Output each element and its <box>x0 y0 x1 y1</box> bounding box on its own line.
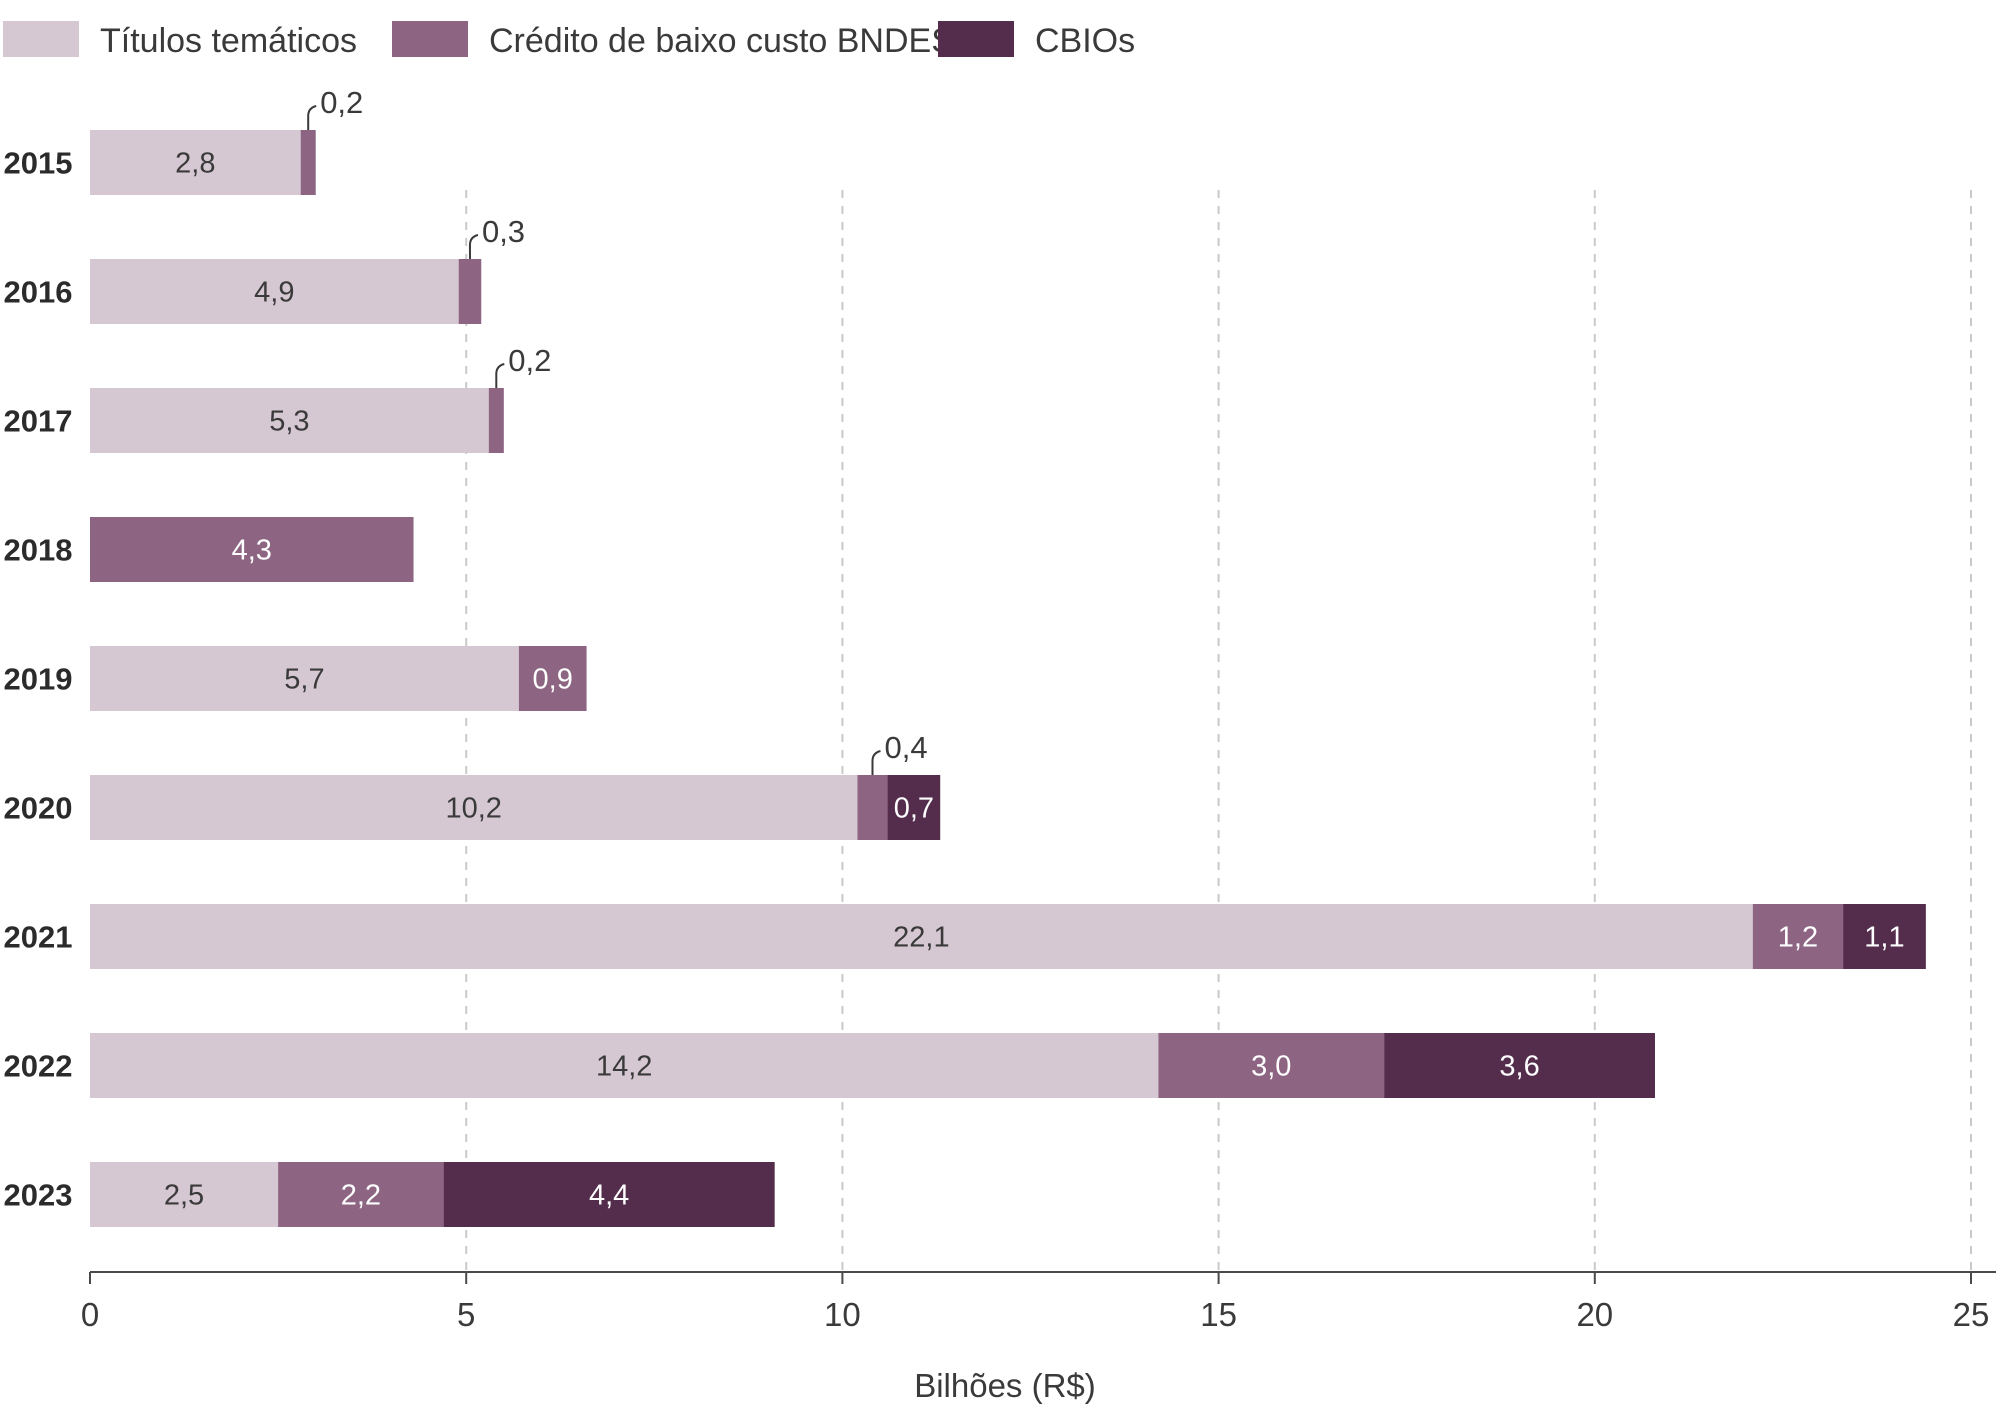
bar-2022-series-1 <box>90 1033 1159 1098</box>
bar-2023-series-2 <box>278 1162 444 1227</box>
callout-line-2017 <box>495 363 505 388</box>
legend-swatch-1 <box>3 21 79 57</box>
bars: 2,8 0,2 4,9 0,3 5,3 0,2 4,3 5,7 0,9 10,2 0,4 0,7 22,… <box>90 85 1926 1227</box>
data-label-2017-series-1: 5,3 <box>269 406 309 438</box>
legend-swatch-2 <box>392 21 468 57</box>
x-tick-label-15: 15 <box>1200 1296 1237 1333</box>
bar-2021-series-3 <box>1843 904 1926 969</box>
data-label-2022-series-2: 3,0 <box>1251 1051 1291 1083</box>
bar-group-2023: 2,5 2,2 4,4 <box>90 1162 775 1227</box>
bar-2017-series-1 <box>90 388 489 453</box>
x-tick-label-0: 0 <box>81 1296 99 1333</box>
bar-2022-series-3 <box>1384 1033 1655 1098</box>
data-label-2020-series-1: 10,2 <box>445 793 501 825</box>
category-labels: 2015 2016 2017 2018 2019 2020 2021 2022 2023 <box>4 146 73 1213</box>
bar-2016-series-2 <box>458 259 482 324</box>
bar-2015-series-2 <box>300 130 316 195</box>
bar-2020-series-2 <box>857 775 888 840</box>
bar-group-2020: 10,2 0,4 0,7 <box>90 730 941 840</box>
category-label-2021: 2021 <box>4 920 73 955</box>
data-label-2020-series-2: 0,4 <box>884 730 927 765</box>
grid-lines <box>465 190 1972 1272</box>
data-label-2015-series-1: 2,8 <box>175 148 215 180</box>
data-label-2018-series-2: 4,3 <box>232 535 272 567</box>
bar-group-2022: 14,2 3,0 3,6 <box>90 1033 1655 1098</box>
data-label-2017-series-2: 0,2 <box>508 343 551 378</box>
x-tick-label-5: 5 <box>457 1296 475 1333</box>
bar-2017-series-2 <box>488 388 504 453</box>
bar-2021-series-1 <box>90 904 1753 969</box>
category-label-2020: 2020 <box>4 791 73 826</box>
category-label-2023: 2023 <box>4 1178 73 1213</box>
callout-line-2020 <box>871 750 881 775</box>
bar-2020-series-3 <box>887 775 941 840</box>
data-label-2016-series-1: 4,9 <box>254 277 294 309</box>
data-label-2023-series-1: 2,5 <box>164 1180 204 1212</box>
data-label-2015-series-2: 0,2 <box>320 85 363 120</box>
legend-swatch-3 <box>938 21 1014 57</box>
bar-group-2018: 4,3 <box>90 517 414 582</box>
x-tick-label-25: 25 <box>1953 1296 1990 1333</box>
category-label-2019: 2019 <box>4 662 73 697</box>
data-label-2023-series-3: 4,4 <box>589 1180 629 1212</box>
bar-group-2015: 2,8 0,2 <box>90 85 363 195</box>
bar-group-2017: 5,3 0,2 <box>90 343 551 453</box>
x-tick-label-20: 20 <box>1576 1296 1613 1333</box>
legend: Títulos temáticos Crédito de baixo custo … <box>3 21 1135 60</box>
data-label-2022-series-1: 14,2 <box>596 1051 652 1083</box>
category-label-2022: 2022 <box>4 1049 73 1084</box>
bar-2021-series-2 <box>1752 904 1844 969</box>
data-label-2016-series-2: 0,3 <box>482 214 525 249</box>
bar-2015-series-1 <box>90 130 301 195</box>
bar-2022-series-2 <box>1158 1033 1385 1098</box>
category-label-2016: 2016 <box>4 275 73 310</box>
bar-2019-series-2 <box>518 646 587 711</box>
data-label-2021-series-1: 22,1 <box>893 922 949 954</box>
legend-label-3: CBIOs <box>1035 22 1135 60</box>
data-label-2021-series-3: 1,1 <box>1864 922 1904 954</box>
data-label-2019-series-2: 0,9 <box>533 664 573 696</box>
callout-line-2016 <box>468 234 479 259</box>
x-axis: 0 5 10 15 20 25 <box>81 1271 1996 1333</box>
data-label-2020-series-3: 0,7 <box>894 793 934 825</box>
bar-2020-series-1 <box>90 775 858 840</box>
bar-2023-series-1 <box>90 1162 279 1227</box>
x-tick-label-10: 10 <box>824 1296 861 1333</box>
x-axis-title: Bilhões (R$) <box>914 1367 1096 1404</box>
category-label-2017: 2017 <box>4 404 73 439</box>
category-label-2018: 2018 <box>4 533 73 568</box>
bar-group-2021: 22,1 1,2 1,1 <box>90 904 1926 969</box>
bar-group-2019: 5,7 0,9 <box>90 646 587 711</box>
data-label-2023-series-2: 2,2 <box>341 1180 381 1212</box>
bar-2016-series-1 <box>90 259 459 324</box>
bar-2018-series-2 <box>90 517 414 582</box>
bar-2019-series-1 <box>90 646 519 711</box>
legend-label-2: Crédito de baixo custo BNDES <box>489 22 954 60</box>
category-label-2015: 2015 <box>4 146 73 181</box>
legend-label-1: Títulos temáticos <box>100 22 357 60</box>
bar-group-2016: 4,9 0,3 <box>90 214 525 324</box>
data-label-2022-series-3: 3,6 <box>1499 1051 1539 1083</box>
callout-line-2015 <box>307 105 317 130</box>
data-label-2019-series-1: 5,7 <box>284 664 324 696</box>
data-label-2021-series-2: 1,2 <box>1778 922 1818 954</box>
bar-2023-series-3 <box>443 1162 775 1227</box>
